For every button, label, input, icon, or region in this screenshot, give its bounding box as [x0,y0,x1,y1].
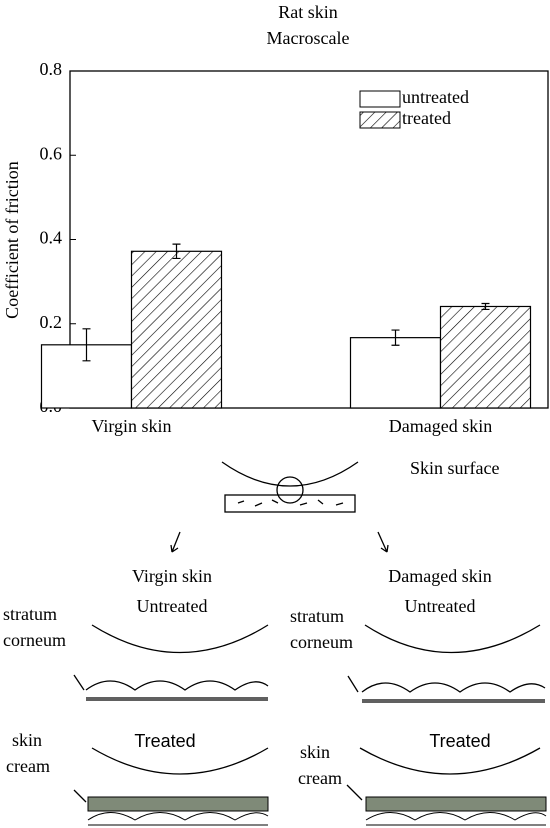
y-axis-label: Coefficient of friction [2,161,22,319]
y-tick-label: 0.8 [40,59,63,79]
bar [130,250,223,409]
layer-label: stratum [290,606,344,626]
cream-label: skin [300,742,330,762]
bar [439,305,532,409]
cream-label: skin [12,730,42,750]
layer-label: corneum [3,630,66,650]
bar [349,337,442,409]
x-tick-label: Damaged skin [389,416,492,436]
legend-swatch [359,111,401,129]
cream-label: cream [298,768,342,788]
error-bar [481,302,490,311]
chart-title: Rat skin [278,2,338,22]
panel-title: Damaged skin [388,566,491,586]
cream-label: cream [6,756,50,776]
error-bar [391,329,400,346]
panel-title: Virgin skin [132,566,212,586]
cream-layer [365,796,547,812]
error-bar [82,328,91,362]
y-tick-label: 0.6 [40,143,63,163]
skin-layer [87,812,547,826]
legend-label: untreated [402,87,469,107]
panel-label: Treated [429,731,490,751]
error-bar [172,243,181,260]
chart-subtitle: Macroscale [267,28,350,48]
y-tick-label: 0.2 [40,312,63,332]
legend-label: treated [402,108,451,128]
surface-label: Skin surface [410,458,499,478]
x-tick-label: Virgin skin [91,416,171,436]
layer-label: corneum [290,632,353,652]
legend-swatch [359,90,401,108]
cream-layer [87,796,269,812]
y-tick-label: 0.4 [40,228,63,248]
layer-label: stratum [3,604,57,624]
panel-label: Untreated [137,596,208,616]
panel-label: Untreated [405,596,476,616]
panel-label: Treated [134,731,195,751]
diagram-shapes [73,461,546,803]
plot-frame [69,70,549,409]
